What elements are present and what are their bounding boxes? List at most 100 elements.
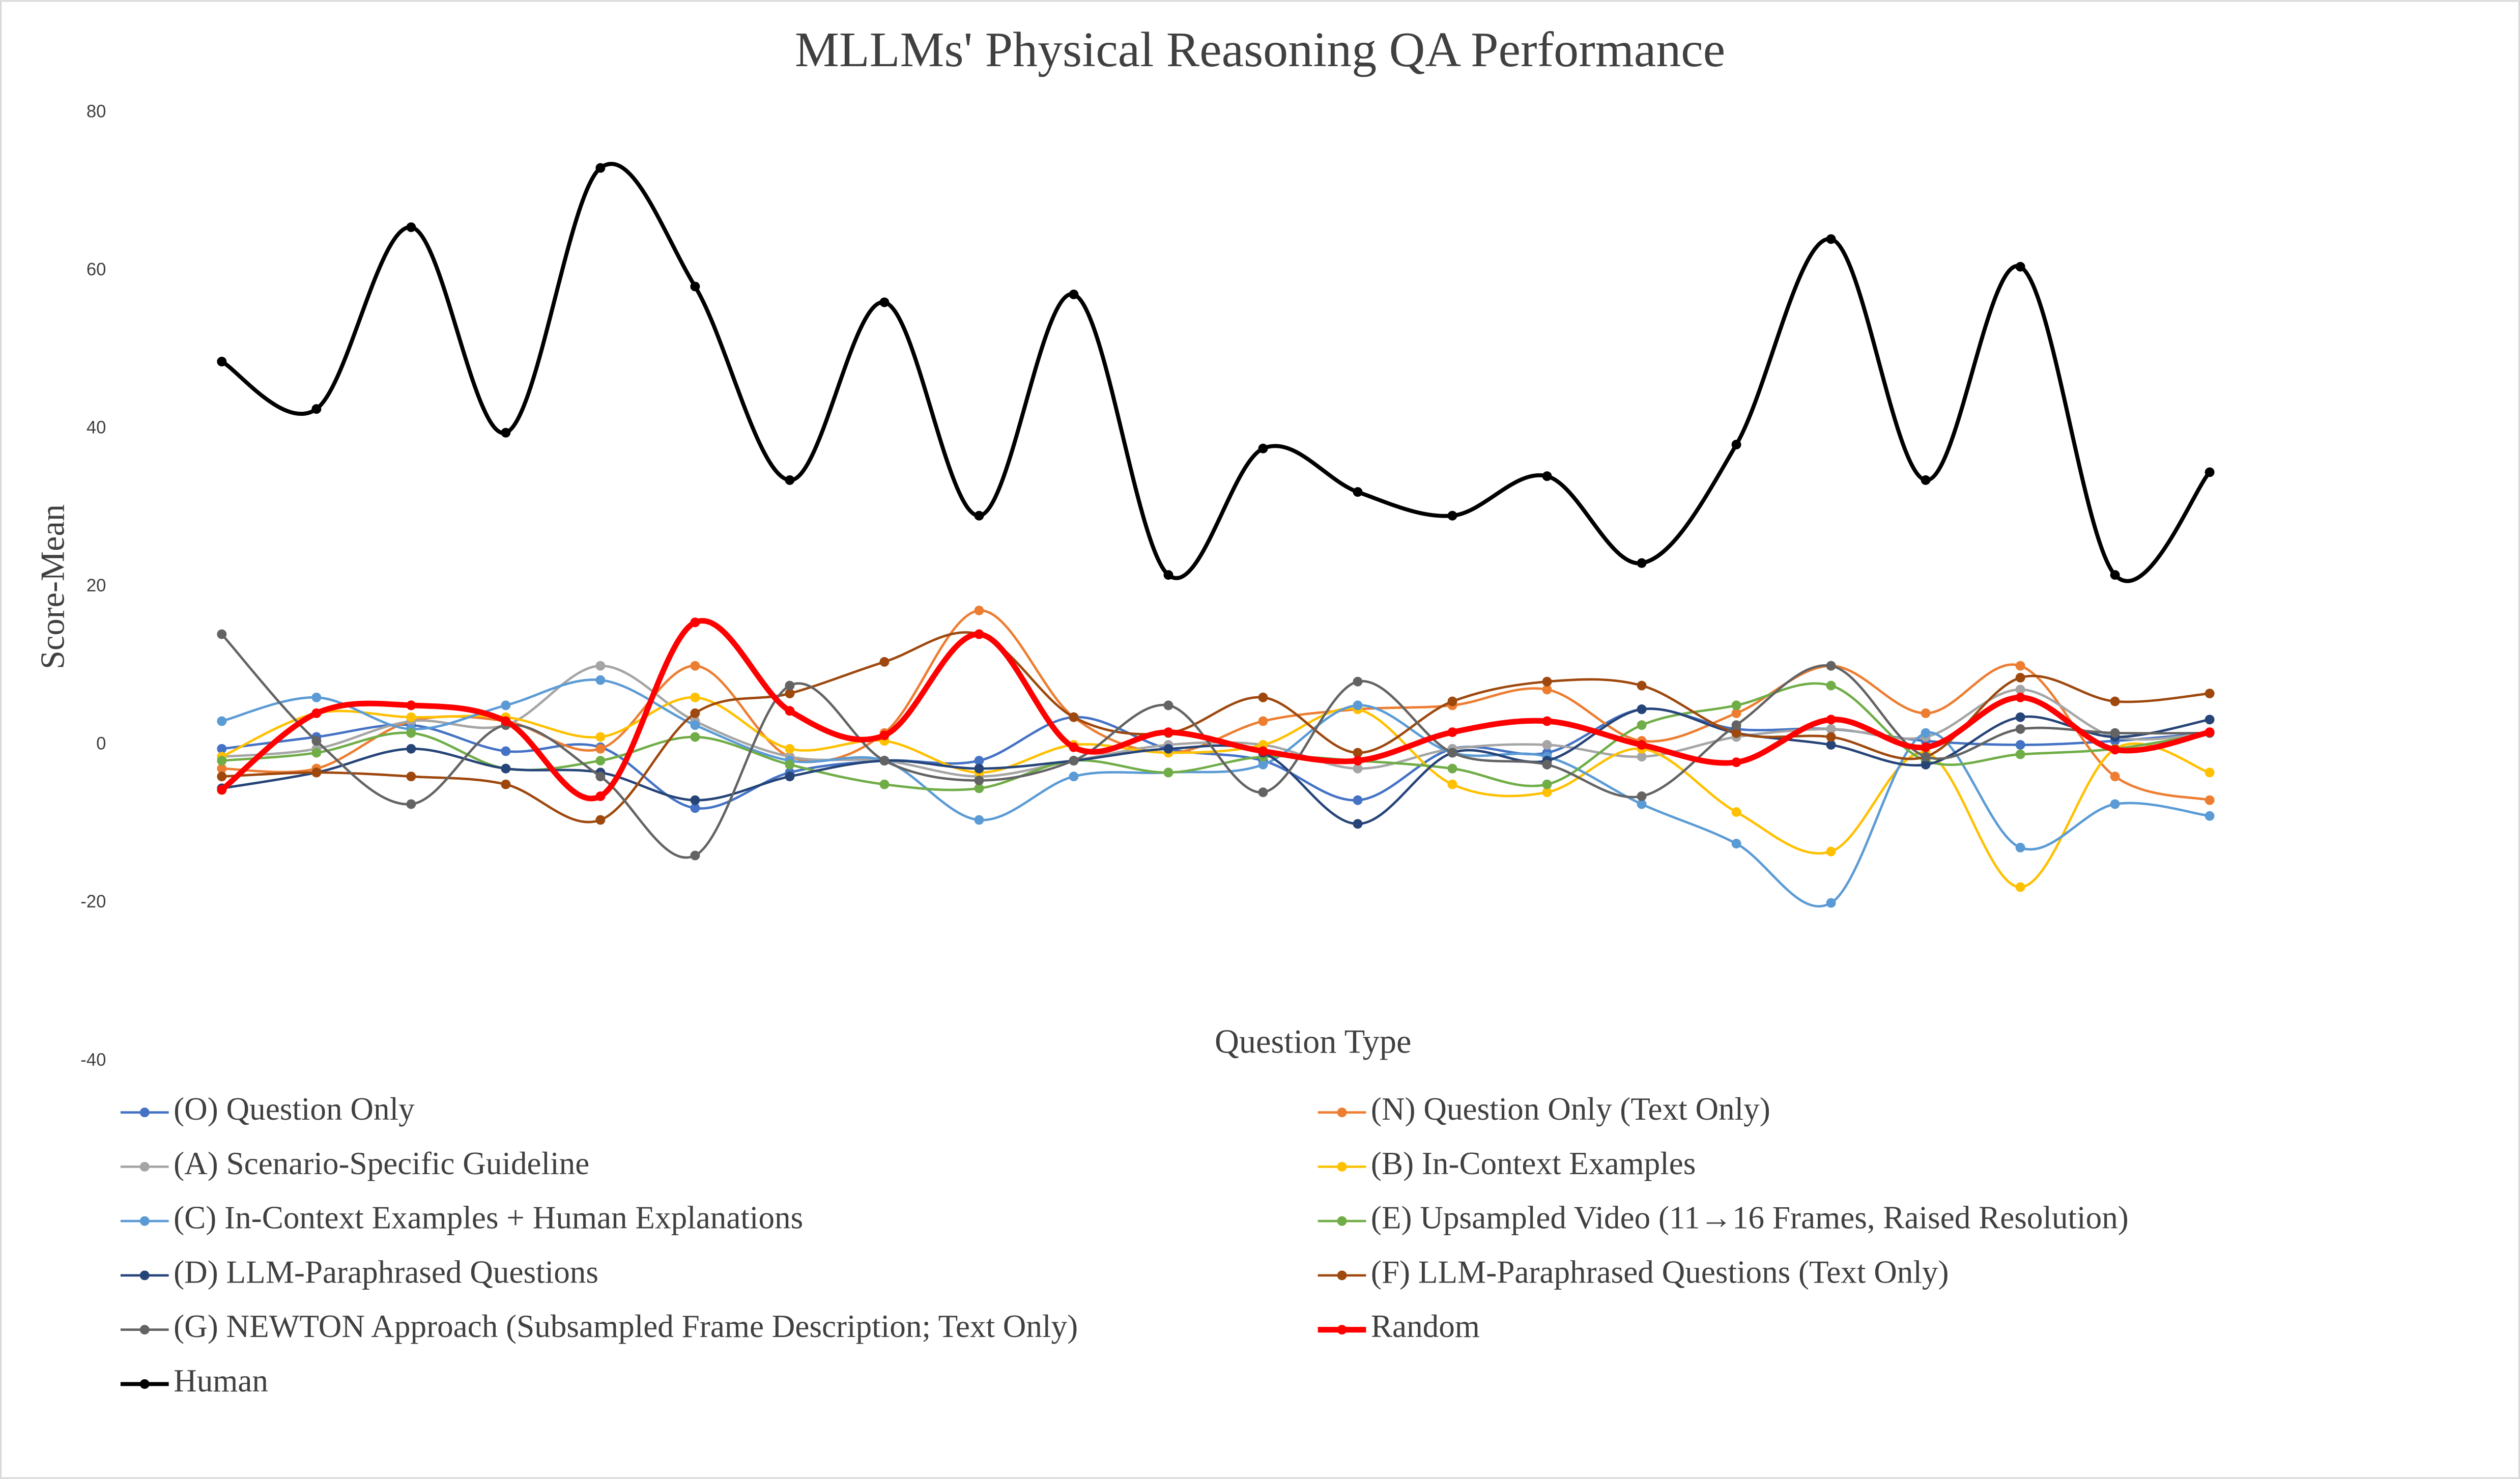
point xyxy=(1069,289,1079,299)
point xyxy=(1447,510,1457,521)
point xyxy=(595,756,606,766)
point xyxy=(595,744,606,754)
point xyxy=(1731,807,1741,817)
point xyxy=(2015,842,2025,852)
y-tick-label: 0 xyxy=(96,734,106,754)
y-tick-label: -40 xyxy=(80,1050,106,1070)
point xyxy=(1637,791,1647,801)
point xyxy=(974,815,984,825)
point xyxy=(2204,795,2215,805)
point xyxy=(406,222,416,232)
point xyxy=(1921,752,1931,762)
point xyxy=(1826,740,1836,750)
point xyxy=(1731,720,1741,730)
point xyxy=(1731,440,1741,449)
point xyxy=(690,281,700,292)
point xyxy=(1258,759,1268,770)
point xyxy=(217,629,227,639)
point xyxy=(1542,740,1552,750)
point xyxy=(1353,487,1363,497)
point xyxy=(1826,846,1836,857)
point xyxy=(501,716,511,726)
series xyxy=(217,629,2215,861)
point xyxy=(2204,467,2215,477)
series xyxy=(217,162,2215,583)
y-axis-label: Score-Mean xyxy=(35,504,72,669)
point xyxy=(2015,673,2025,683)
point xyxy=(785,680,795,691)
point xyxy=(217,772,227,782)
point xyxy=(1826,732,1836,742)
point xyxy=(1353,700,1363,710)
point xyxy=(1637,704,1647,715)
point xyxy=(1258,787,1268,798)
point xyxy=(595,772,606,782)
point xyxy=(785,772,795,782)
point xyxy=(879,756,890,766)
point xyxy=(1637,680,1647,691)
point xyxy=(690,732,700,742)
point xyxy=(879,297,890,307)
legend-marker xyxy=(1337,1325,1347,1335)
point xyxy=(1258,746,1268,756)
point xyxy=(1826,661,1836,671)
legend-marker xyxy=(139,1107,150,1118)
point xyxy=(1447,696,1457,706)
point xyxy=(2110,570,2120,580)
x-axis-label: Question Type xyxy=(1215,1023,1411,1060)
point xyxy=(595,791,606,801)
point xyxy=(2204,727,2215,737)
point xyxy=(1731,757,1741,767)
point xyxy=(1637,740,1647,750)
chart-title: MLLMs' Physical Reasoning QA Performance xyxy=(795,22,1725,77)
point xyxy=(1258,443,1268,453)
point xyxy=(690,661,700,671)
point xyxy=(311,767,322,778)
point xyxy=(595,815,606,825)
point xyxy=(311,708,322,718)
point xyxy=(1447,779,1457,789)
y-tick-label: 20 xyxy=(87,576,106,595)
point xyxy=(2015,882,2025,892)
point xyxy=(406,700,416,710)
point xyxy=(2110,799,2120,809)
point xyxy=(974,606,984,616)
point xyxy=(1637,799,1647,809)
legend-marker xyxy=(1337,1270,1347,1281)
point xyxy=(2204,715,2215,725)
point xyxy=(1447,748,1457,758)
point xyxy=(311,404,322,414)
point xyxy=(595,163,606,173)
point xyxy=(1826,234,1836,244)
point xyxy=(1542,685,1552,695)
point xyxy=(217,356,227,366)
point xyxy=(974,763,984,774)
legend-marker xyxy=(1337,1216,1347,1226)
point xyxy=(879,779,890,789)
point xyxy=(2015,749,2025,759)
point xyxy=(690,850,700,861)
point xyxy=(974,629,984,639)
point xyxy=(1826,715,1836,725)
point xyxy=(1921,728,1931,738)
legend-label: (D) LLM-Paraphrased Questions xyxy=(174,1254,598,1290)
point xyxy=(217,756,227,766)
point xyxy=(690,617,700,628)
point xyxy=(2110,745,2120,755)
point xyxy=(406,799,416,809)
point xyxy=(1163,767,1173,778)
point xyxy=(217,763,227,774)
point xyxy=(1542,779,1552,789)
point xyxy=(1447,727,1457,737)
point xyxy=(406,744,416,754)
point xyxy=(1069,772,1079,782)
point xyxy=(1163,727,1173,737)
legend-label: (G) NEWTON Approach (Subsampled Frame De… xyxy=(174,1309,1078,1344)
point xyxy=(785,689,795,699)
point xyxy=(217,716,227,726)
point xyxy=(311,748,322,758)
legend-marker xyxy=(139,1216,150,1226)
point xyxy=(2015,262,2025,272)
point xyxy=(1069,742,1079,752)
point xyxy=(1069,712,1079,722)
